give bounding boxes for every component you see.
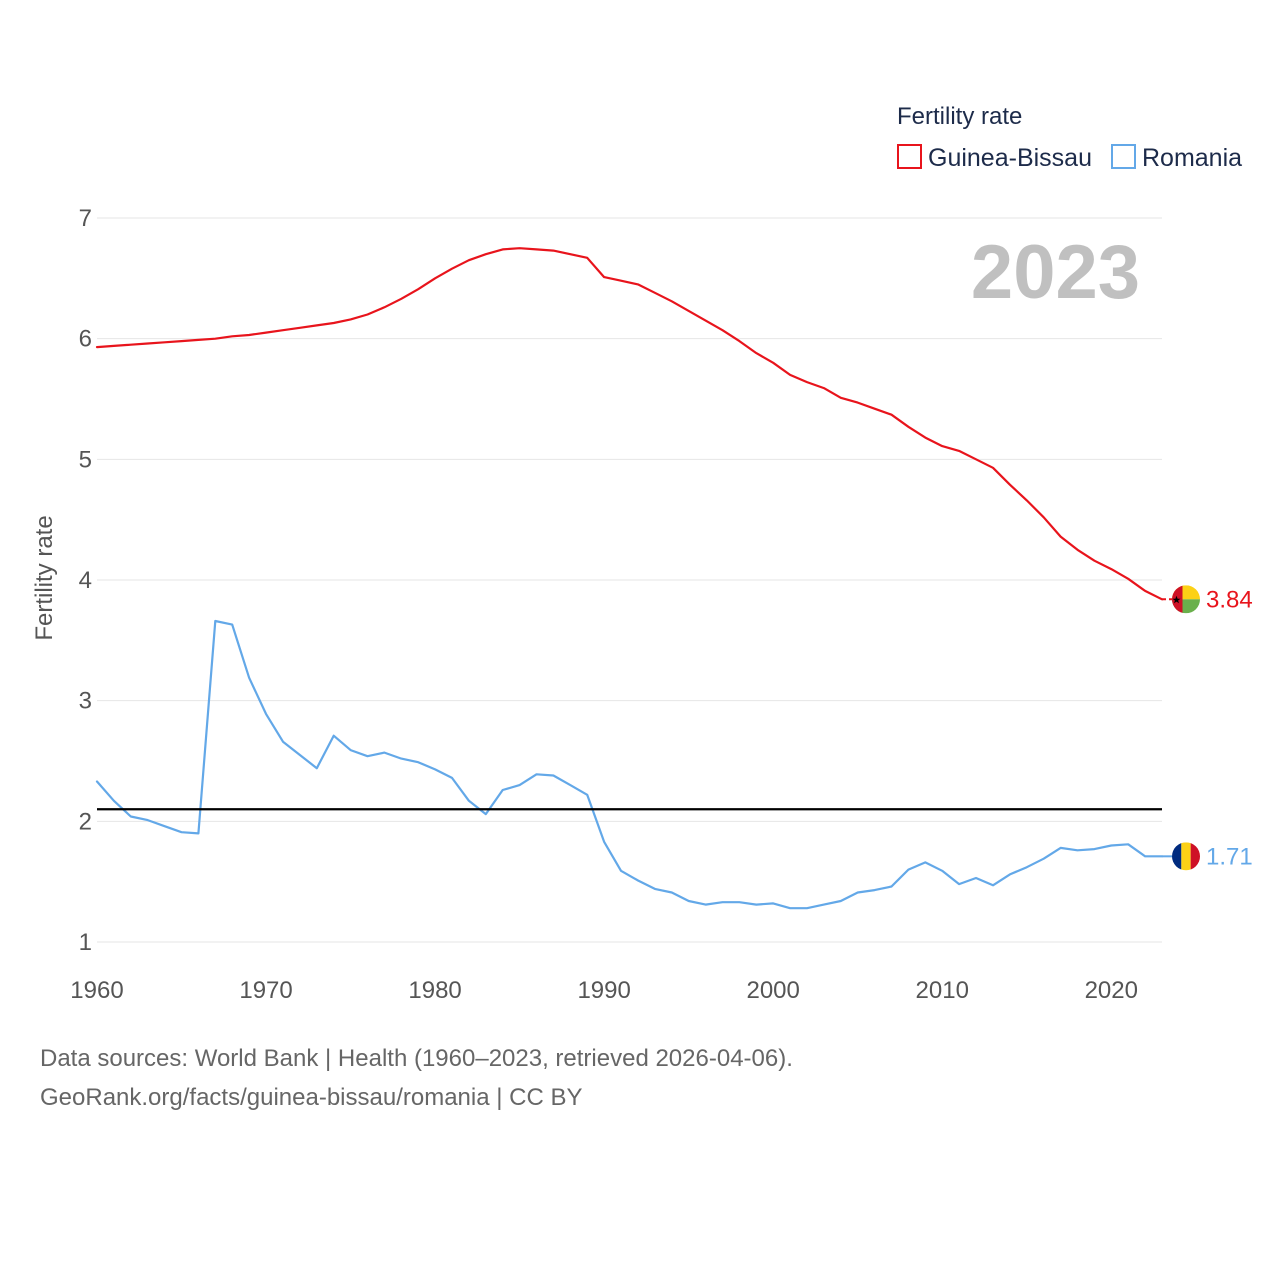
- series-line-guinea-bissau: [95, 247, 1164, 601]
- y-tick-label-1: 1: [79, 929, 92, 956]
- y-tick-label-4: 4: [79, 567, 92, 594]
- grid-layer: [97, 217, 1162, 943]
- x-tick-label-2010: 2010: [916, 977, 969, 1004]
- legend-swatch-guinea-bissau: [897, 144, 922, 169]
- romania-flag: [1172, 842, 1200, 871]
- y-tick-label-5: 5: [79, 446, 92, 473]
- legend-title: Fertility rate: [897, 103, 1022, 130]
- x-tick-label-2000: 2000: [746, 977, 799, 1004]
- x-tick-label-1990: 1990: [577, 977, 630, 1004]
- end-value-romania: 1.71: [1206, 843, 1253, 870]
- footer-attribution[interactable]: GeoRank.org/facts/guinea-bissau/romania …: [40, 1084, 583, 1111]
- x-tick-label-1970: 1970: [239, 977, 292, 1004]
- y-axis: 1 2 3 4 5 6 7: [79, 205, 92, 956]
- legend-item-guinea-bissau[interactable]: Guinea-Bissau: [897, 144, 1092, 172]
- legend-swatch-romania: [1111, 144, 1136, 169]
- series-layer: [95, 247, 1164, 910]
- y-tick-label-2: 2: [79, 808, 92, 835]
- y-tick-label-3: 3: [79, 688, 92, 715]
- y-tick-label-6: 6: [79, 326, 92, 353]
- legend-item-romania[interactable]: Romania: [1111, 144, 1242, 172]
- footer-source: Data sources: World Bank | Health (1960–…: [40, 1045, 793, 1072]
- x-tick-label-1980: 1980: [408, 977, 461, 1004]
- y-axis-title: Fertility rate: [31, 515, 58, 640]
- x-axis: 1960 1970 1980 1990 2000 2010 2020: [70, 977, 1138, 1004]
- x-tick-label-2020: 2020: [1085, 977, 1138, 1004]
- end-markers: 3.84 1.71: [1162, 585, 1253, 871]
- guinea-bissau-flag: [1172, 585, 1200, 614]
- series-line-romania: [95, 619, 1164, 910]
- legend-label-romania: Romania: [1142, 144, 1242, 172]
- legend[interactable]: Fertility rate Guinea-Bissau Romania: [897, 103, 1242, 172]
- year-watermark: 2023: [971, 230, 1140, 315]
- legend-label-guinea-bissau: Guinea-Bissau: [928, 144, 1092, 172]
- x-tick-label-1960: 1960: [70, 977, 123, 1004]
- end-value-guinea-bissau: 3.84: [1206, 586, 1253, 613]
- y-tick-label-7: 7: [79, 205, 92, 232]
